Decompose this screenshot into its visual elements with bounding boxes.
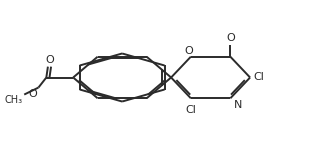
Text: N: N — [233, 100, 242, 110]
Text: Cl: Cl — [185, 105, 196, 115]
Text: O: O — [226, 33, 235, 43]
Text: O: O — [184, 46, 193, 56]
Text: Cl: Cl — [254, 73, 265, 82]
Text: CH₃: CH₃ — [4, 95, 23, 105]
Text: O: O — [45, 55, 54, 65]
Text: O: O — [28, 89, 37, 99]
